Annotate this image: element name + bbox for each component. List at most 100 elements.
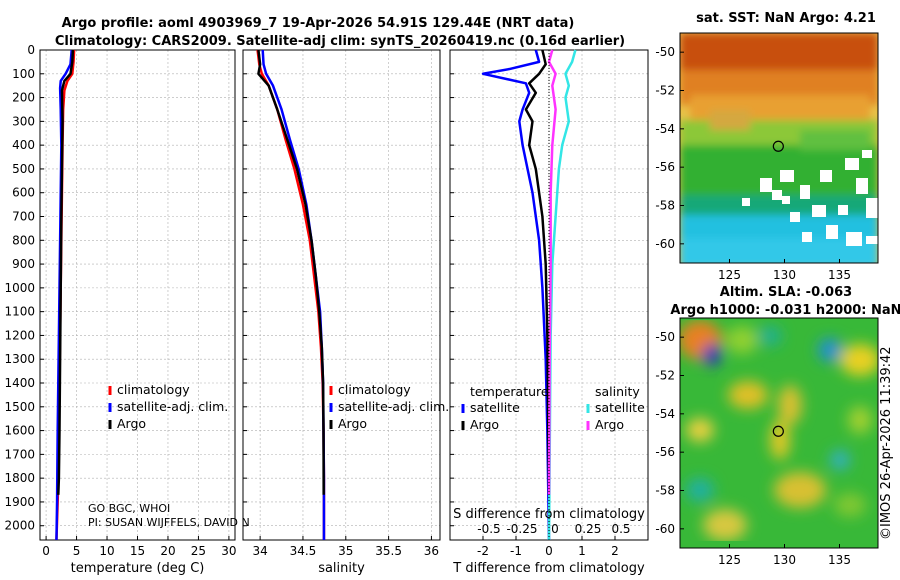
- map-ytick-label: -54: [655, 122, 675, 136]
- depth-tick-label: 0: [27, 43, 35, 57]
- depth-tick-label: 400: [12, 138, 35, 152]
- salinity-series-satellite-adj-clim-: [261, 49, 326, 540]
- diff-top-tick-label: -0.5: [477, 522, 500, 536]
- sst-map-title: sat. SST: NaN Argo: 4.21: [696, 11, 876, 26]
- salinity-xtick-label: 34.5: [290, 544, 317, 558]
- map-ytick-label: -52: [655, 369, 675, 383]
- map-xtick-label: 130: [773, 268, 796, 282]
- depth-tick-label: 1000: [4, 281, 35, 295]
- map-ytick-label: -58: [655, 199, 675, 213]
- depth-tick-label: 1700: [4, 447, 35, 461]
- sla-map-title: Altim. SLA: -0.063: [720, 285, 852, 300]
- salinity-xtick-label: 35: [338, 544, 353, 558]
- difference-xtick-label: 1: [578, 544, 586, 558]
- credit-line2: PI: SUSAN WIJFFELS, DAVID N: [88, 516, 250, 529]
- depth-tick-label: 1100: [4, 305, 35, 319]
- sla-map: Altim. SLA: -0.063 Argo h1000: -0.031 h2…: [655, 285, 900, 567]
- sst-heatmap: [680, 33, 878, 263]
- difference-xtick-label: -1: [510, 544, 522, 558]
- depth-tick-label: 1300: [4, 352, 35, 366]
- depth-tick-label: 1200: [4, 328, 35, 342]
- depth-tick-label: 2000: [4, 519, 35, 533]
- sst-missing-data: [742, 150, 878, 246]
- diff-legend-temp-label: satellite: [470, 400, 520, 415]
- difference-series-s-satellite: [547, 49, 577, 541]
- depth-tick-label: 200: [12, 91, 35, 105]
- diff-top-tick-label: 0.5: [611, 522, 630, 536]
- salinity-xlabel: salinity: [318, 561, 365, 576]
- depth-tick-label: 300: [12, 114, 35, 128]
- map-ytick-label: -60: [655, 237, 675, 251]
- salinity-xtick-label: 36: [424, 544, 439, 558]
- depth-tick-label: 1400: [4, 376, 35, 390]
- depth-tick-label: 700: [12, 210, 35, 224]
- salinity-xtick-label: 34: [252, 544, 267, 558]
- depth-tick-label: 1900: [4, 495, 35, 509]
- map-ytick-label: -56: [655, 160, 675, 174]
- sst-map: sat. SST: NaN Argo: 4.21: [655, 11, 879, 282]
- temperature-xtick-label: 25: [191, 544, 206, 558]
- temperature-legend-label: satellite-adj. clim.: [117, 399, 228, 414]
- depth-tick-label: 600: [12, 186, 35, 200]
- map-ytick-label: -58: [655, 484, 675, 498]
- map-ytick-label: -50: [655, 45, 675, 59]
- diff-legend-sal-label: Argo: [595, 417, 624, 432]
- sla-heatmap: [680, 318, 878, 548]
- temperature-xtick-label: 10: [99, 544, 114, 558]
- map-xtick-label: 135: [828, 268, 851, 282]
- map-xtick-label: 135: [828, 553, 851, 567]
- depth-tick-label: 1800: [4, 471, 35, 485]
- sst-axes: 125 130 135 -50 -52 -54 -56 -58 -60: [655, 45, 851, 282]
- diff-top-tick-label: 0: [551, 522, 559, 536]
- depth-tick-label: 1600: [4, 424, 35, 438]
- salinity-legend-label: satellite-adj. clim.: [338, 399, 449, 414]
- map-xtick-label: 125: [718, 553, 741, 567]
- difference-panel: -2 -1 0 1 2 T difference from climatology temp…: [449, 49, 649, 576]
- temperature-xtick-label: 20: [160, 544, 175, 558]
- difference-xtick-label: 0: [545, 544, 553, 558]
- diff-top-tick-label: 0.25: [575, 522, 602, 536]
- temperature-xlabel: temperature (deg C): [71, 561, 205, 576]
- map-ytick-label: -56: [655, 445, 675, 459]
- credit-line1: GO BGC, WHOI: [88, 502, 170, 515]
- map-ytick-label: -54: [655, 407, 675, 421]
- map-xtick-label: 130: [773, 553, 796, 567]
- diff-legend-sal-label: satellite: [595, 400, 645, 415]
- map-ytick-label: -60: [655, 522, 675, 536]
- argo-position-marker-sla: [772, 425, 784, 437]
- diff-legend-temp-label: Argo: [470, 417, 499, 432]
- salinity-legend-label: Argo: [338, 416, 367, 431]
- temperature-series-argo: [57, 49, 75, 495]
- temperature-legend-label: Argo: [117, 416, 146, 431]
- temperature-legend-label: climatology: [117, 382, 190, 397]
- diff-legend-salinity-title: salinity: [595, 384, 640, 399]
- difference-series-t-satellite: [481, 49, 551, 541]
- salinity-legend-label: climatology: [338, 382, 411, 397]
- diff-top-xlabel: S difference from climatology: [453, 507, 645, 522]
- map-ytick-label: -50: [655, 330, 675, 344]
- depth-tick-label: 900: [12, 257, 35, 271]
- sla-axes: 125 130 135 -50 -52 -54 -56 -58 -60: [655, 330, 851, 567]
- difference-series-t-argo: [524, 49, 551, 495]
- diff-top-tick-label: -0.25: [506, 522, 537, 536]
- difference-xlabel: T difference from climatology: [452, 561, 645, 576]
- depth-tick-label: 500: [12, 162, 35, 176]
- salinity-panel: 34 34.5 35 35.5 36 salinity climatology satelli…: [242, 49, 449, 576]
- temperature-xtick-label: 5: [73, 544, 81, 558]
- salinity-frame: [242, 49, 441, 541]
- salinity-series-argo: [257, 49, 325, 495]
- depth-tick-label: 100: [12, 67, 35, 81]
- temperature-xtick-label: 15: [130, 544, 145, 558]
- salinity-xtick-label: 35.5: [375, 544, 402, 558]
- diff-legend-temperature-title: temperature: [470, 384, 549, 399]
- map-ytick-label: -52: [655, 84, 675, 98]
- sla-map-subtitle: Argo h1000: -0.031 h2000: NaN: [670, 303, 900, 318]
- map-xtick-label: 125: [718, 268, 741, 282]
- depth-tick-label: 1500: [4, 400, 35, 414]
- figure-title-line2: Climatology: CARS2009. Satellite-adj cli…: [55, 34, 625, 49]
- temperature-panel: 0 5 10 15 20 25 30 temperature (deg C) 0 100 200 30…: [4, 43, 236, 576]
- argo-position-marker-sst: [772, 140, 784, 152]
- temperature-xtick-label: 0: [42, 544, 50, 558]
- depth-tick-label: 800: [12, 233, 35, 247]
